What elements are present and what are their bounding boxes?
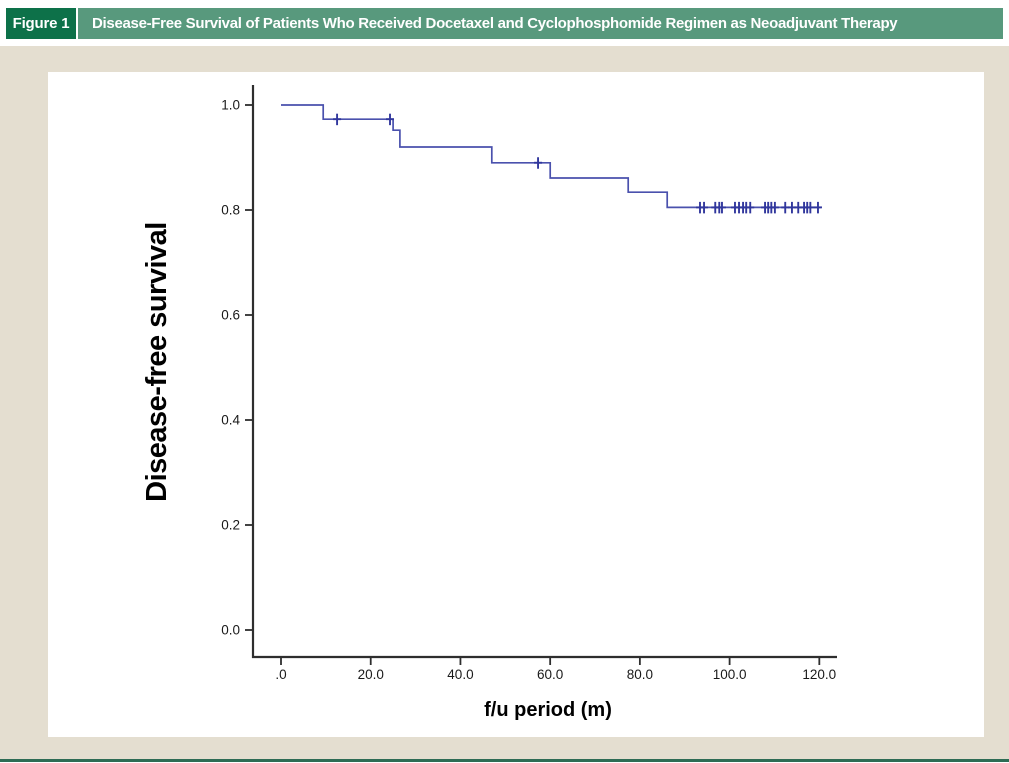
x-tick-label: 80.0	[627, 667, 653, 682]
plot-panel: 0.0 0.2 0.4 0.6 0.8 1.0 .0 20.0 40.0 60.0 80.0 100.…	[48, 72, 984, 737]
y-axis-title: Disease-free survival	[141, 222, 173, 502]
x-tick-label: 60.0	[537, 667, 563, 682]
y-tick-label: 0.4	[221, 413, 240, 428]
figure-number-label: Figure 1	[6, 8, 76, 39]
x-tick-label: .0	[275, 667, 286, 682]
y-tick-label: 0.0	[221, 623, 240, 638]
km-survival-chart: 0.0 0.2 0.4 0.6 0.8 1.0 .0 20.0 40.0 60.0 80.0 100.…	[141, 85, 837, 721]
x-tick-label: 20.0	[358, 667, 384, 682]
x-tick-label: 100.0	[713, 667, 747, 682]
survival-series	[281, 104, 822, 214]
censor-marks	[333, 113, 822, 214]
figure-title: Disease-Free Survival of Patients Who Re…	[78, 8, 1003, 39]
axes: 0.0 0.2 0.4 0.6 0.8 1.0 .0 20.0 40.0 60.0 80.0 100.…	[221, 85, 837, 682]
figure-header: Figure 1 Disease-Free Survival of Patien…	[6, 8, 1003, 39]
survival-curve-path	[281, 104, 821, 209]
x-axis-title: f/u period (m)	[484, 699, 612, 721]
y-tick-label: 1.0	[221, 98, 240, 113]
y-tick-label: 0.8	[221, 203, 240, 218]
y-tick-label: 0.6	[221, 308, 240, 323]
x-tick-label: 40.0	[447, 667, 473, 682]
figure-body: 0.0 0.2 0.4 0.6 0.8 1.0 .0 20.0 40.0 60.0 80.0 100.…	[0, 46, 1009, 759]
y-tick-label: 0.2	[221, 518, 240, 533]
figure-bottom-rule	[0, 759, 1009, 762]
x-tick-label: 120.0	[802, 667, 836, 682]
